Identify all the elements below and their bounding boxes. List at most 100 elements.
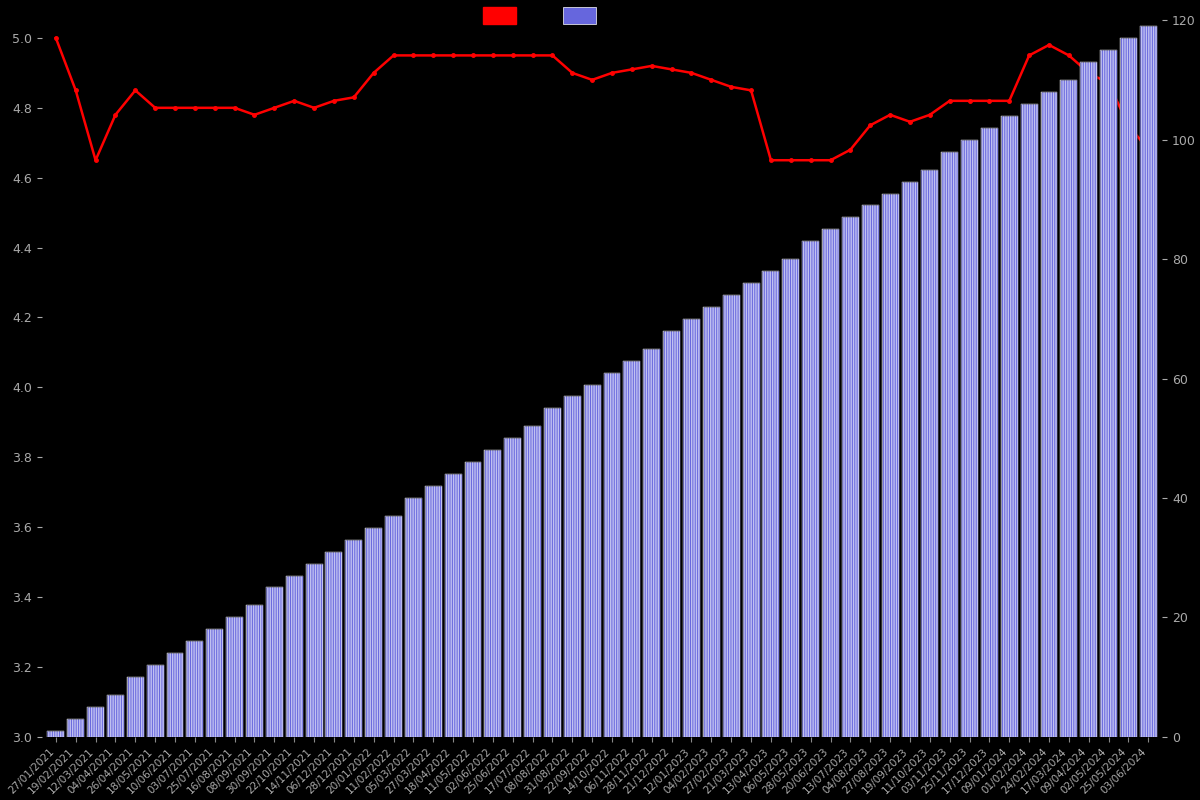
Bar <box>1021 104 1038 737</box>
Bar <box>683 319 700 737</box>
Bar <box>1001 116 1018 737</box>
Bar <box>127 677 144 737</box>
Bar <box>980 128 998 737</box>
Bar <box>67 718 84 737</box>
Bar <box>464 462 481 737</box>
Bar <box>67 718 84 737</box>
Bar <box>1021 104 1038 737</box>
Bar <box>246 606 263 737</box>
Bar <box>862 206 878 737</box>
Bar <box>703 307 720 737</box>
Bar <box>306 564 323 737</box>
Bar <box>1001 116 1018 737</box>
Bar <box>743 283 760 737</box>
Bar <box>901 182 918 737</box>
Bar <box>842 218 859 737</box>
Bar <box>504 438 521 737</box>
Bar <box>1140 26 1157 737</box>
Bar <box>901 182 918 737</box>
Bar <box>445 474 462 737</box>
Bar <box>88 707 104 737</box>
Bar <box>186 642 203 737</box>
Bar <box>1040 92 1057 737</box>
Bar <box>167 653 184 737</box>
Bar <box>246 606 263 737</box>
Bar <box>206 630 223 737</box>
Bar <box>544 409 560 737</box>
Bar <box>425 486 442 737</box>
Bar <box>922 170 938 737</box>
Bar <box>941 152 958 737</box>
Bar <box>226 618 244 737</box>
Bar <box>404 498 422 737</box>
Bar <box>206 630 223 737</box>
Bar <box>485 450 502 737</box>
Bar <box>1080 62 1097 737</box>
Bar <box>980 128 998 737</box>
Bar <box>524 426 541 737</box>
Bar <box>822 230 839 737</box>
Bar <box>325 552 342 737</box>
Bar <box>583 385 601 737</box>
Bar <box>485 450 502 737</box>
Bar <box>842 218 859 737</box>
Bar <box>266 587 283 737</box>
Bar <box>583 385 601 737</box>
Bar <box>1040 92 1057 737</box>
Bar <box>1061 80 1078 737</box>
Bar <box>1140 26 1157 737</box>
Bar <box>385 516 402 737</box>
Bar <box>266 587 283 737</box>
Bar <box>365 528 382 737</box>
Bar <box>226 618 244 737</box>
Legend: , : , <box>476 0 616 32</box>
Bar <box>564 397 581 737</box>
Bar <box>186 642 203 737</box>
Bar <box>643 349 660 737</box>
Bar <box>803 242 820 737</box>
Bar <box>464 462 481 737</box>
Bar <box>643 349 660 737</box>
Bar <box>1061 80 1078 737</box>
Bar <box>961 140 978 737</box>
Bar <box>782 259 799 737</box>
Bar <box>1100 50 1117 737</box>
Bar <box>325 552 342 737</box>
Bar <box>48 730 65 737</box>
Bar <box>146 665 163 737</box>
Bar <box>504 438 521 737</box>
Bar <box>664 331 680 737</box>
Bar <box>961 140 978 737</box>
Bar <box>346 540 362 737</box>
Bar <box>624 361 641 737</box>
Bar <box>822 230 839 737</box>
Bar <box>762 271 779 737</box>
Bar <box>882 194 899 737</box>
Bar <box>544 409 560 737</box>
Bar <box>743 283 760 737</box>
Bar <box>664 331 680 737</box>
Bar <box>1120 38 1136 737</box>
Bar <box>624 361 641 737</box>
Bar <box>146 665 163 737</box>
Bar <box>604 373 620 737</box>
Bar <box>524 426 541 737</box>
Bar <box>922 170 938 737</box>
Bar <box>346 540 362 737</box>
Bar <box>127 677 144 737</box>
Bar <box>803 242 820 737</box>
Bar <box>1100 50 1117 737</box>
Bar <box>365 528 382 737</box>
Bar <box>722 295 739 737</box>
Bar <box>762 271 779 737</box>
Bar <box>167 653 184 737</box>
Bar <box>1080 62 1097 737</box>
Bar <box>882 194 899 737</box>
Bar <box>88 707 104 737</box>
Bar <box>425 486 442 737</box>
Bar <box>286 575 302 737</box>
Bar <box>385 516 402 737</box>
Bar <box>722 295 739 737</box>
Bar <box>404 498 422 737</box>
Bar <box>445 474 462 737</box>
